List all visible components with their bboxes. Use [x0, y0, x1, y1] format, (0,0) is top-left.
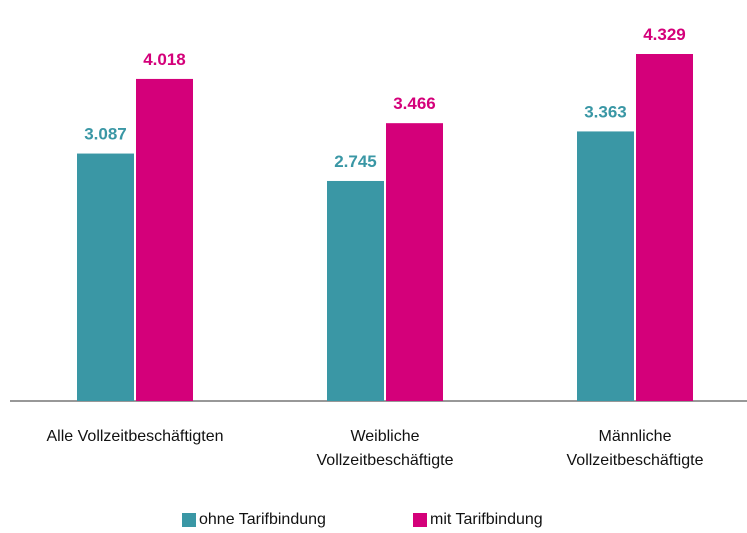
legend-swatch — [413, 513, 427, 527]
bar — [327, 180, 384, 401]
bar — [636, 54, 693, 401]
value-label: 4.018 — [143, 50, 186, 69]
x-tick-label: Weibliche Vollzeitbeschäftigte — [316, 428, 454, 469]
legend-item: mit Tarifbindung — [413, 511, 543, 529]
bar — [77, 153, 134, 401]
bar — [136, 78, 193, 402]
legend-label: mit Tarifbindung — [430, 511, 543, 528]
value-label: 3.363 — [584, 102, 627, 121]
value-label: 3.466 — [393, 94, 436, 113]
legend-label: ohne Tarifbindung — [199, 511, 326, 528]
value-label: 3.087 — [84, 125, 127, 144]
bar — [577, 131, 634, 401]
legend-item: ohne Tarifbindung — [182, 511, 326, 529]
bar — [386, 123, 443, 401]
value-label: 2.745 — [334, 152, 377, 171]
legend-swatch — [182, 513, 196, 527]
value-label: 4.329 — [643, 25, 686, 44]
x-tick-label: Männliche Vollzeitbeschäftigte — [566, 428, 704, 469]
x-tick-label: Alle Vollzeitbeschäftigten — [46, 428, 224, 445]
